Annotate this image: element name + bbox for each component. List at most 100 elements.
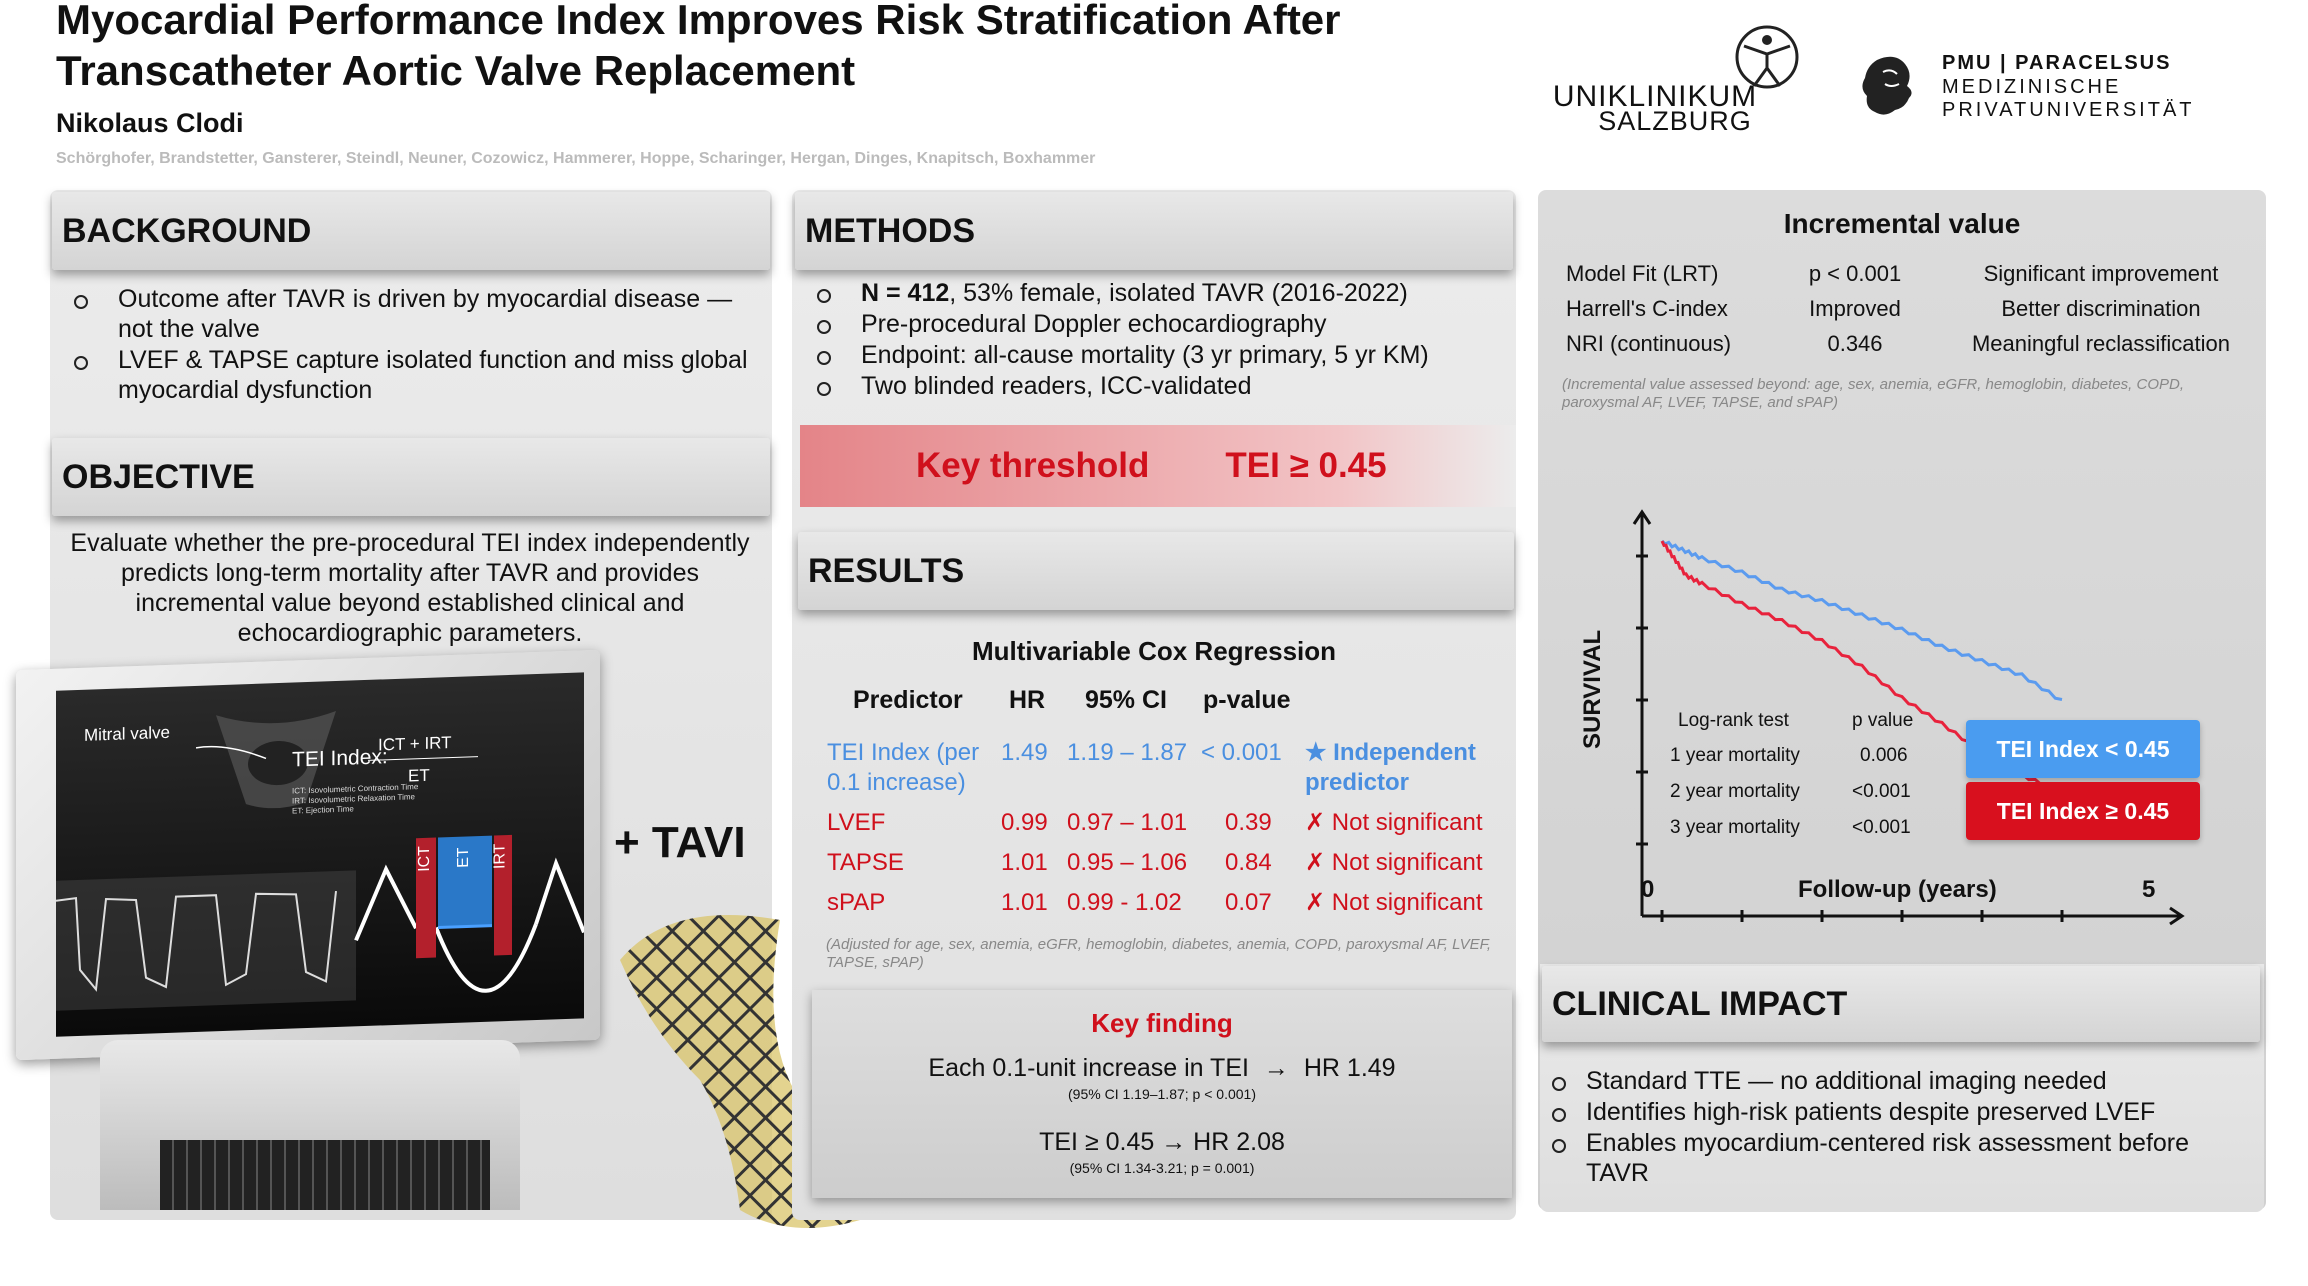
key-finding-title: Key finding (1091, 1008, 1233, 1038)
methods-bullet: Two blinded readers, ICC-validated (795, 371, 1510, 401)
incremental-value: Improved (1809, 296, 1901, 321)
uniklinikum-line2: SALZBURG (1598, 106, 1752, 136)
chart-xtick-5: 5 (2142, 876, 2156, 903)
incremental-meaning: Significant improvement (1983, 261, 2219, 286)
clinical-bullet: Standard TTE — no additional imaging nee… (1530, 1066, 2230, 1096)
results-heading: RESULTS (798, 532, 1514, 610)
irt-segment-label: IRT (491, 843, 509, 870)
methods-heading: METHODS (795, 192, 1513, 270)
et-segment-label: ET (455, 847, 473, 869)
cell-hr: 1.49 (1001, 739, 1048, 766)
chart-axes (1632, 509, 2185, 926)
stats-header-p: p value (1852, 710, 1914, 731)
y-axis-arrow-icon (1632, 509, 1652, 525)
cell-ci: 0.97 – 1.01 (1067, 809, 1188, 836)
echo-machine-base (100, 1040, 520, 1210)
coauthors: Schörghofer, Brandstetter, Gansterer, St… (56, 150, 1096, 167)
legend-high-tei: TEI Index ≥ 0.45 (1966, 782, 2200, 840)
pmu-line3: PRIVATUNIVERSITÄT (1942, 99, 2195, 121)
key-finding-line1-pre: Each 0.1-unit increase in TEI (928, 1054, 1249, 1082)
cell-hr: 0.99 (1001, 809, 1048, 836)
cell-p: 0.84 (1225, 849, 1272, 876)
incremental-value: p < 0.001 (1808, 261, 1902, 286)
tei-numerator: ICT + IRT (378, 732, 452, 755)
cell-ci: 0.99 - 1.02 (1067, 889, 1182, 916)
author-name: Nikolaus Clodi (56, 108, 244, 138)
stats-label: 1 year mortality (1670, 745, 1800, 766)
col-header-predictor: Predictor (853, 686, 963, 714)
incremental-note: (Incremental value assessed beyond: age,… (1562, 376, 2184, 411)
uniklinikum-logo-icon (1735, 25, 1799, 89)
key-finding-line1: Each 0.1-unit increase in TEI → HR 1.49 (812, 1054, 1512, 1083)
incremental-metric: NRI (continuous) (1566, 331, 1732, 356)
stats-row: 3 year mortality <0.001 (1656, 810, 1936, 846)
results-footnote: (Adjusted for age, sex, anemia, eGFR, he… (826, 936, 1492, 971)
objective-heading: OBJECTIVE (52, 438, 770, 516)
cell-note: ★ Independent predictor (1305, 739, 1476, 796)
background-bullet: Outcome after TAVR is driven by myocardi… (52, 284, 762, 344)
methods-bullet: Endpoint: all-cause mortality (3 yr prim… (795, 340, 1510, 370)
incremental-title: Incremental value (1783, 208, 2021, 239)
stats-p: 0.006 (1860, 745, 1908, 766)
clinical-list: Standard TTE — no additional imaging nee… (1530, 1066, 2230, 1189)
stats-p: <0.001 (1852, 781, 1911, 802)
cell-predictor: LVEF (827, 809, 886, 836)
cell-note: ✗ Not significant (1305, 849, 1483, 876)
stats-header-row: Log-rank test p value (1656, 706, 1936, 738)
chart-ylabel: SURVIVAL (1579, 629, 1606, 749)
key-finding-line1-sub: (95% CI 1.19–1.87; p < 0.001) (1068, 1086, 1256, 1102)
stats-label: 2 year mortality (1670, 781, 1800, 802)
incremental-row: NRI (continuous) 0.346 Meaningful reclas… (1566, 326, 2256, 361)
legend-low-tei: TEI Index < 0.45 (1966, 720, 2200, 778)
cell-predictor: sPAP (827, 889, 886, 916)
cell-note: ✗ Not significant (1305, 889, 1483, 916)
stats-row: 1 year mortality 0.006 (1656, 738, 1936, 774)
stats-row: 2 year mortality <0.001 (1656, 774, 1936, 810)
cell-predictor: TEI Index (per 0.1 increase) (827, 739, 980, 796)
mitral-valve-label: Mitral valve (84, 722, 170, 745)
col-header-p: p-value (1203, 686, 1291, 714)
incremental-metric: Harrell's C-index (1566, 296, 1728, 321)
background-bullet: LVEF & TAPSE capture isolated function a… (52, 345, 762, 405)
col-header-ci: 95% CI (1085, 686, 1167, 714)
poster-title: Myocardial Performance Index Improves Ri… (56, 0, 1341, 94)
ict-segment-label: ICT (415, 845, 433, 873)
clinical-bullet: Enables myocardium-centered risk assessm… (1530, 1128, 2230, 1188)
background-list: Outcome after TAVR is driven by myocardi… (52, 284, 762, 406)
heart-echo-icon (196, 711, 336, 809)
doppler-waveform-icon (56, 834, 584, 1011)
stats-header-test: Log-rank test (1678, 710, 1789, 731)
chart-xtick-0: 0 (1641, 876, 1655, 903)
results-table: Predictor HR 95% CI p-value TEI Index (p… (795, 672, 1513, 972)
incremental-value: 0.346 (1827, 331, 1883, 356)
threshold-banner: Key threshold TEI ≥ 0.45 (800, 425, 1516, 507)
km-curve-low-tei (1661, 539, 2063, 701)
cell-p: < 0.001 (1201, 739, 1282, 766)
threshold-label: Key threshold (916, 446, 1150, 485)
cell-hr: 1.01 (1001, 849, 1048, 876)
incremental-row: Model Fit (LRT) p < 0.001 Significant im… (1566, 256, 2256, 291)
chart-xlabel: Follow-up (years) (1798, 876, 1997, 903)
methods-list: N = 412, 53% female, isolated TAVR (2016… (795, 278, 1510, 402)
cell-ci: 0.95 – 1.06 (1067, 849, 1188, 876)
key-finding-box (812, 990, 1512, 1198)
clinical-heading: CLINICAL IMPACT (1542, 966, 2260, 1042)
x-axis-arrow-icon (2169, 906, 2185, 926)
background-heading: BACKGROUND (52, 192, 770, 270)
stats-label: 3 year mortality (1670, 817, 1800, 838)
pmu-line2: MEDIZINISCHE (1942, 76, 2122, 98)
incremental-row: Harrell's C-index Improved Better discri… (1566, 291, 2256, 326)
km-stats-table: Log-rank test p value 1 year mortality 0… (1656, 706, 1936, 846)
results-table-title: Multivariable Cox Regression (971, 636, 1337, 666)
methods-n: N = 412 (861, 279, 950, 307)
incremental-metric: Model Fit (LRT) (1566, 261, 1719, 286)
key-finding-line2-sub: (95% CI 1.34-3.21; p = 0.001) (1069, 1160, 1255, 1176)
echo-monitor: Mitral valve TEI Index: ICT + IRT ET ICT… (16, 649, 600, 1061)
incremental-meaning: Better discrimination (2001, 296, 2201, 321)
methods-bullet: Pre-procedural Doppler echocardiography (795, 309, 1510, 339)
cell-ci: 1.19 – 1.87 (1067, 739, 1188, 766)
incremental-table: Model Fit (LRT) p < 0.001 Significant im… (1566, 256, 2256, 361)
uniklinikum-line1: UNIKLINIKUM (1552, 80, 1758, 113)
key-finding-line2: TEI ≥ 0.45 → HR 2.08 (1039, 1128, 1285, 1156)
